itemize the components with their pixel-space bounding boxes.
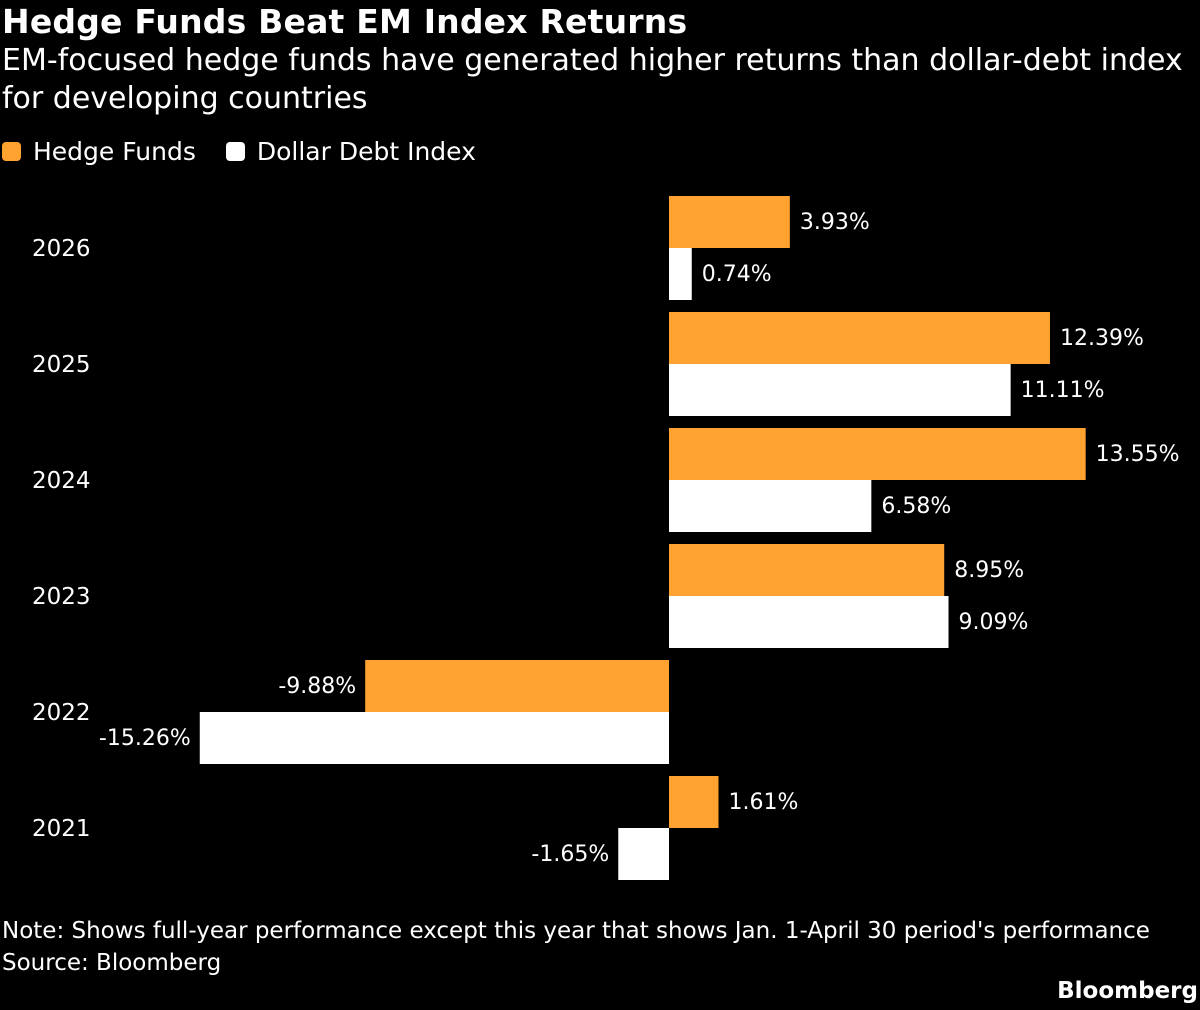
data-label-hedge-funds-2023: 8.95%	[954, 558, 1024, 583]
bar-dollar-debt-index-2026	[669, 248, 692, 300]
category-label-2026: 2026	[32, 236, 91, 262]
chart-note: Note: Shows full-year performance except…	[2, 918, 1150, 944]
legend-swatch-hedge-funds	[2, 141, 21, 161]
bar-hedge-funds-2023	[669, 544, 945, 596]
bar-dollar-debt-index-2025	[669, 364, 1011, 416]
data-label-dollar-debt-index-2022: -15.26%	[99, 726, 191, 751]
data-label-dollar-debt-index-2024: 6.58%	[881, 494, 951, 519]
chart-source: Source: Bloomberg	[2, 950, 222, 976]
bar-hedge-funds-2026	[669, 196, 790, 248]
category-label-2021: 2021	[32, 816, 91, 842]
bar-group-2022: 2022 -9.88% -15.26%	[32, 660, 669, 764]
category-label-2022: 2022	[32, 700, 91, 726]
category-label-2023: 2023	[32, 584, 91, 610]
bar-dollar-debt-index-2022	[199, 712, 669, 764]
bar-hedge-funds-2025	[669, 312, 1050, 364]
bar-group-2026: 2026 3.93% 0.74%	[32, 196, 870, 300]
bar-chart: 2026 3.93% 0.74% 2025 12.39% 11.11% 2024 13.55%…	[32, 196, 1180, 880]
data-label-hedge-funds-2026: 3.93%	[800, 210, 870, 235]
data-label-hedge-funds-2021: 1.61%	[729, 790, 799, 815]
chart-footer: Note: Shows full-year performance except…	[2, 915, 1150, 979]
data-label-hedge-funds-2022: -9.88%	[278, 674, 356, 699]
bloomberg-logo: Bloomberg	[1057, 978, 1198, 1004]
legend-label-dollar-debt-index: Dollar Debt Index	[256, 136, 476, 166]
legend: Hedge Funds Dollar Debt Index	[2, 136, 506, 166]
data-label-dollar-debt-index-2025: 11.11%	[1021, 378, 1105, 403]
bar-hedge-funds-2022	[365, 660, 669, 712]
bar-dollar-debt-index-2023	[669, 596, 949, 648]
bar-group-2025: 2025 12.39% 11.11%	[32, 312, 1144, 416]
bar-dollar-debt-index-2021	[618, 828, 669, 880]
chart-title: Hedge Funds Beat EM Index Returns	[2, 2, 688, 41]
data-label-dollar-debt-index-2021: -1.65%	[531, 842, 609, 867]
data-label-hedge-funds-2024: 13.55%	[1096, 442, 1180, 467]
data-label-hedge-funds-2025: 12.39%	[1060, 326, 1144, 351]
category-label-2025: 2025	[32, 352, 91, 378]
chart-subtitle: EM-focused hedge funds have generated hi…	[2, 43, 1183, 116]
legend-item-dollar-debt-index: Dollar Debt Index	[225, 136, 476, 166]
category-label-2024: 2024	[32, 468, 91, 494]
bar-group-2024: 2024 13.55% 6.58%	[32, 428, 1180, 532]
bar-hedge-funds-2024	[669, 428, 1086, 480]
bar-hedge-funds-2021	[669, 776, 719, 828]
bar-group-2021: 2021 1.61% -1.65%	[32, 776, 798, 880]
legend-label-hedge-funds: Hedge Funds	[33, 136, 196, 166]
legend-swatch-dollar-debt-index	[225, 141, 245, 161]
bar-group-2023: 2023 8.95% 9.09%	[32, 544, 1028, 648]
data-label-dollar-debt-index-2023: 9.09%	[959, 610, 1029, 635]
legend-item-hedge-funds: Hedge Funds	[2, 137, 196, 166]
bar-dollar-debt-index-2024	[669, 480, 872, 532]
data-label-dollar-debt-index-2026: 0.74%	[702, 262, 772, 287]
